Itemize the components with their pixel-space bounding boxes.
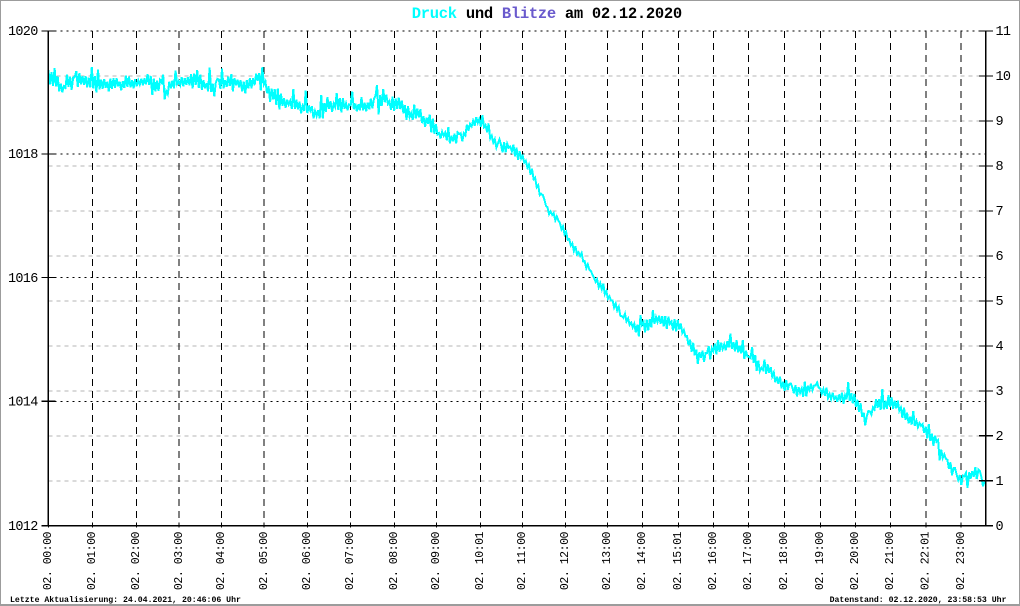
svg-text:1014: 1014 [8, 396, 38, 411]
svg-text:02. 22:01: 02. 22:01 [919, 531, 932, 590]
svg-text:02. 17:00: 02. 17:00 [742, 531, 755, 590]
svg-text:02. 03:00: 02. 03:00 [173, 531, 186, 590]
svg-text:0: 0 [996, 520, 1004, 535]
svg-text:02. 00:00: 02. 00:00 [42, 531, 55, 590]
svg-text:1016: 1016 [8, 272, 38, 287]
svg-text:Datenstand: 02.12.2020, 23:58:: Datenstand: 02.12.2020, 23:58:53 Uhr [830, 595, 1007, 605]
svg-text:02. 05:00: 02. 05:00 [258, 531, 271, 590]
svg-text:02. 07:00: 02. 07:00 [344, 531, 357, 590]
svg-text:02. 20:00: 02. 20:00 [849, 531, 862, 590]
svg-text:02. 10:01: 02. 10:01 [474, 531, 487, 590]
svg-text:10: 10 [996, 70, 1011, 85]
svg-text:1018: 1018 [8, 148, 38, 163]
svg-text:02. 14:00: 02. 14:00 [636, 531, 649, 590]
svg-text:8: 8 [996, 160, 1004, 175]
svg-text:02. 09:00: 02. 09:00 [430, 531, 443, 590]
svg-text:5: 5 [996, 295, 1004, 310]
svg-text:2: 2 [996, 430, 1004, 445]
svg-text:02. 04:00: 02. 04:00 [215, 531, 228, 590]
svg-text:4: 4 [996, 340, 1004, 355]
svg-text:7: 7 [996, 205, 1004, 220]
svg-text:02. 16:00: 02. 16:00 [707, 531, 720, 590]
svg-text:Letzte Aktualisierung: 24.04.2: Letzte Aktualisierung: 24.04.2021, 20:46… [10, 595, 241, 605]
svg-text:02. 12:00: 02. 12:00 [559, 531, 572, 590]
svg-text:02. 02:00: 02. 02:00 [130, 531, 143, 590]
svg-text:02. 19:00: 02. 19:00 [814, 531, 827, 590]
svg-text:02. 23:00: 02. 23:00 [955, 531, 968, 590]
svg-text:02. 08:00: 02. 08:00 [388, 531, 401, 590]
svg-text:11: 11 [996, 25, 1011, 40]
svg-text:1020: 1020 [8, 25, 38, 40]
svg-text:02. 13:00: 02. 13:00 [601, 531, 614, 590]
svg-text:6: 6 [996, 250, 1004, 265]
svg-text:Druck und Blitze am 02.12.2020: Druck und Blitze am 02.12.2020 [412, 5, 682, 23]
svg-text:1: 1 [996, 475, 1004, 490]
svg-text:02. 11:00: 02. 11:00 [516, 531, 529, 590]
svg-text:02. 15:01: 02. 15:01 [672, 531, 685, 590]
svg-text:3: 3 [996, 385, 1004, 400]
svg-text:02. 01:00: 02. 01:00 [86, 531, 99, 590]
svg-text:02. 18:00: 02. 18:00 [778, 531, 791, 590]
svg-text:9: 9 [996, 115, 1004, 130]
svg-text:02. 06:00: 02. 06:00 [301, 531, 314, 590]
svg-text:1012: 1012 [8, 520, 38, 535]
svg-text:02. 21:00: 02. 21:00 [884, 531, 897, 590]
